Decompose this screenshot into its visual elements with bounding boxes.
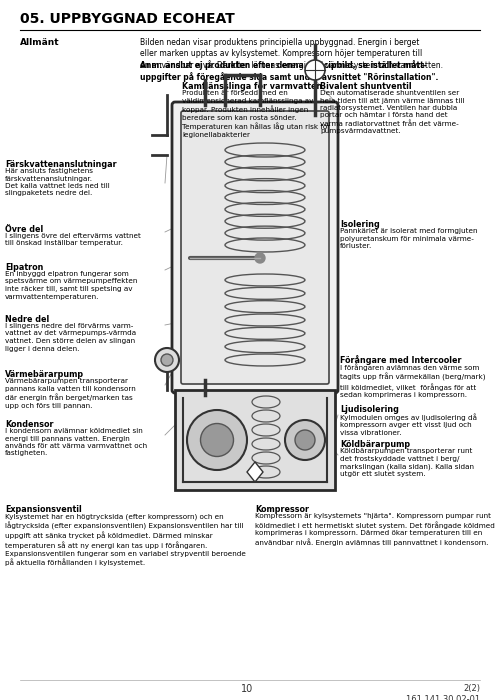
Text: En inbyggd elpatron fungerar som
spetsvärme om värmepumpeffekten
inte räcker til: En inbyggd elpatron fungerar som spetsvä… (5, 271, 138, 300)
Text: Övre del: Övre del (5, 225, 43, 234)
Bar (175, 390, 335, 490)
Text: Pannkärlet är isolerat med formgjuten
polyuretanskum för minimala värme-
förlust: Pannkärlet är isolerat med formgjuten po… (340, 228, 478, 249)
Text: Kamflänsslinga för varmvatten: Kamflänsslinga för varmvatten (182, 82, 322, 91)
Text: I kondensorn avlämnar köldmediet sin
energi till pannans vatten. Energin
används: I kondensorn avlämnar köldmediet sin ene… (5, 428, 147, 456)
Text: Elpatron: Elpatron (5, 263, 44, 272)
Text: Här ansluts fastighetens
färskvattenanslutningar.
Det kalla vattnet leds ned til: Här ansluts fastighetens färskvattenansl… (5, 168, 110, 197)
FancyBboxPatch shape (172, 102, 338, 393)
Text: Ljudisolering: Ljudisolering (340, 405, 399, 414)
Text: I slingens övre del eftervärms vattnet
till önskad inställbar temperatur.: I slingens övre del eftervärms vattnet t… (5, 233, 141, 246)
FancyBboxPatch shape (181, 111, 329, 384)
Circle shape (161, 354, 173, 366)
Text: 2(2)
161 141 30 02-01: 2(2) 161 141 30 02-01 (406, 684, 480, 700)
Text: Expansionsventil: Expansionsventil (5, 505, 82, 514)
Text: Nedre del: Nedre del (5, 315, 49, 324)
Text: Kondensor: Kondensor (5, 420, 53, 429)
Circle shape (255, 253, 265, 263)
Text: Förångare med Intercooler: Förångare med Intercooler (340, 355, 461, 365)
Text: Köldbärarpump: Köldbärarpump (340, 440, 410, 449)
Text: Bivalent shuntventil: Bivalent shuntventil (320, 82, 412, 91)
Text: Värmebärarpump: Värmebärarpump (5, 370, 84, 379)
Text: Kompressorn är kylsystemets "hjärta". Kompressorn pumpar runt
köldmediet i ett h: Kompressorn är kylsystemets "hjärta". Ko… (255, 513, 495, 546)
Polygon shape (247, 462, 263, 482)
Circle shape (187, 410, 247, 470)
Text: 05. UPPBYGGNAD ECOHEAT: 05. UPPBYGGNAD ECOHEAT (20, 12, 235, 26)
Text: Kylmodulen omges av ljudisolering då
kompressorn avger ett visst ljud och
vissa : Kylmodulen omges av ljudisolering då kom… (340, 413, 477, 435)
Text: Allmänt: Allmänt (20, 38, 59, 47)
Text: Köldbärarpumpen transporterar runt
det frostskyddade vattnet i berg/
markslingan: Köldbärarpumpen transporterar runt det f… (340, 448, 474, 477)
Text: Isolering: Isolering (340, 220, 380, 229)
Text: 10: 10 (241, 684, 253, 694)
Circle shape (295, 430, 315, 450)
Text: Produkten är försedd med en
väldimensionerad kamflänsslinga av
koppar. Produkten: Produkten är försedd med en väldimension… (182, 90, 330, 138)
Circle shape (155, 348, 179, 372)
Text: Den automatiserade shuntventilen ser
hela tiden till att jämn värme lämnas till
: Den automatiserade shuntventilen ser hel… (320, 90, 464, 134)
Circle shape (285, 420, 325, 460)
Text: I slingens nedre del förvärms varm-
vattnet av det värmepumps-värmda
vattnet. De: I slingens nedre del förvärms varm- vatt… (5, 323, 136, 351)
Circle shape (305, 60, 325, 80)
Text: Bilden nedan visar produktens principiella uppbyggnad. Energin i berget
eller ma: Bilden nedan visar produktens principiel… (140, 38, 443, 70)
Text: Värmebärarpumpen transporterar
pannans kalla vatten till kondensorn
där energin : Värmebärarpumpen transporterar pannans k… (5, 378, 136, 409)
Text: Kompressor: Kompressor (255, 505, 309, 514)
Text: I förångaren avlämnas den värme som
tagits upp från värmekällan (berg/mark)
till: I förångaren avlämnas den värme som tagi… (340, 363, 486, 398)
Text: Färskvattenanslutningar: Färskvattenanslutningar (5, 160, 117, 169)
Circle shape (200, 424, 234, 456)
Text: Kylsystemet har en högtrycksida (efter kompressorn) och en
lågtrycksida (efter e: Kylsystemet har en högtrycksida (efter k… (5, 513, 246, 566)
Text: Anm: anslut ej produkten efter denna principbild, se istället mått-
uppgifter på: Anm: anslut ej produkten efter denna pri… (140, 60, 439, 83)
